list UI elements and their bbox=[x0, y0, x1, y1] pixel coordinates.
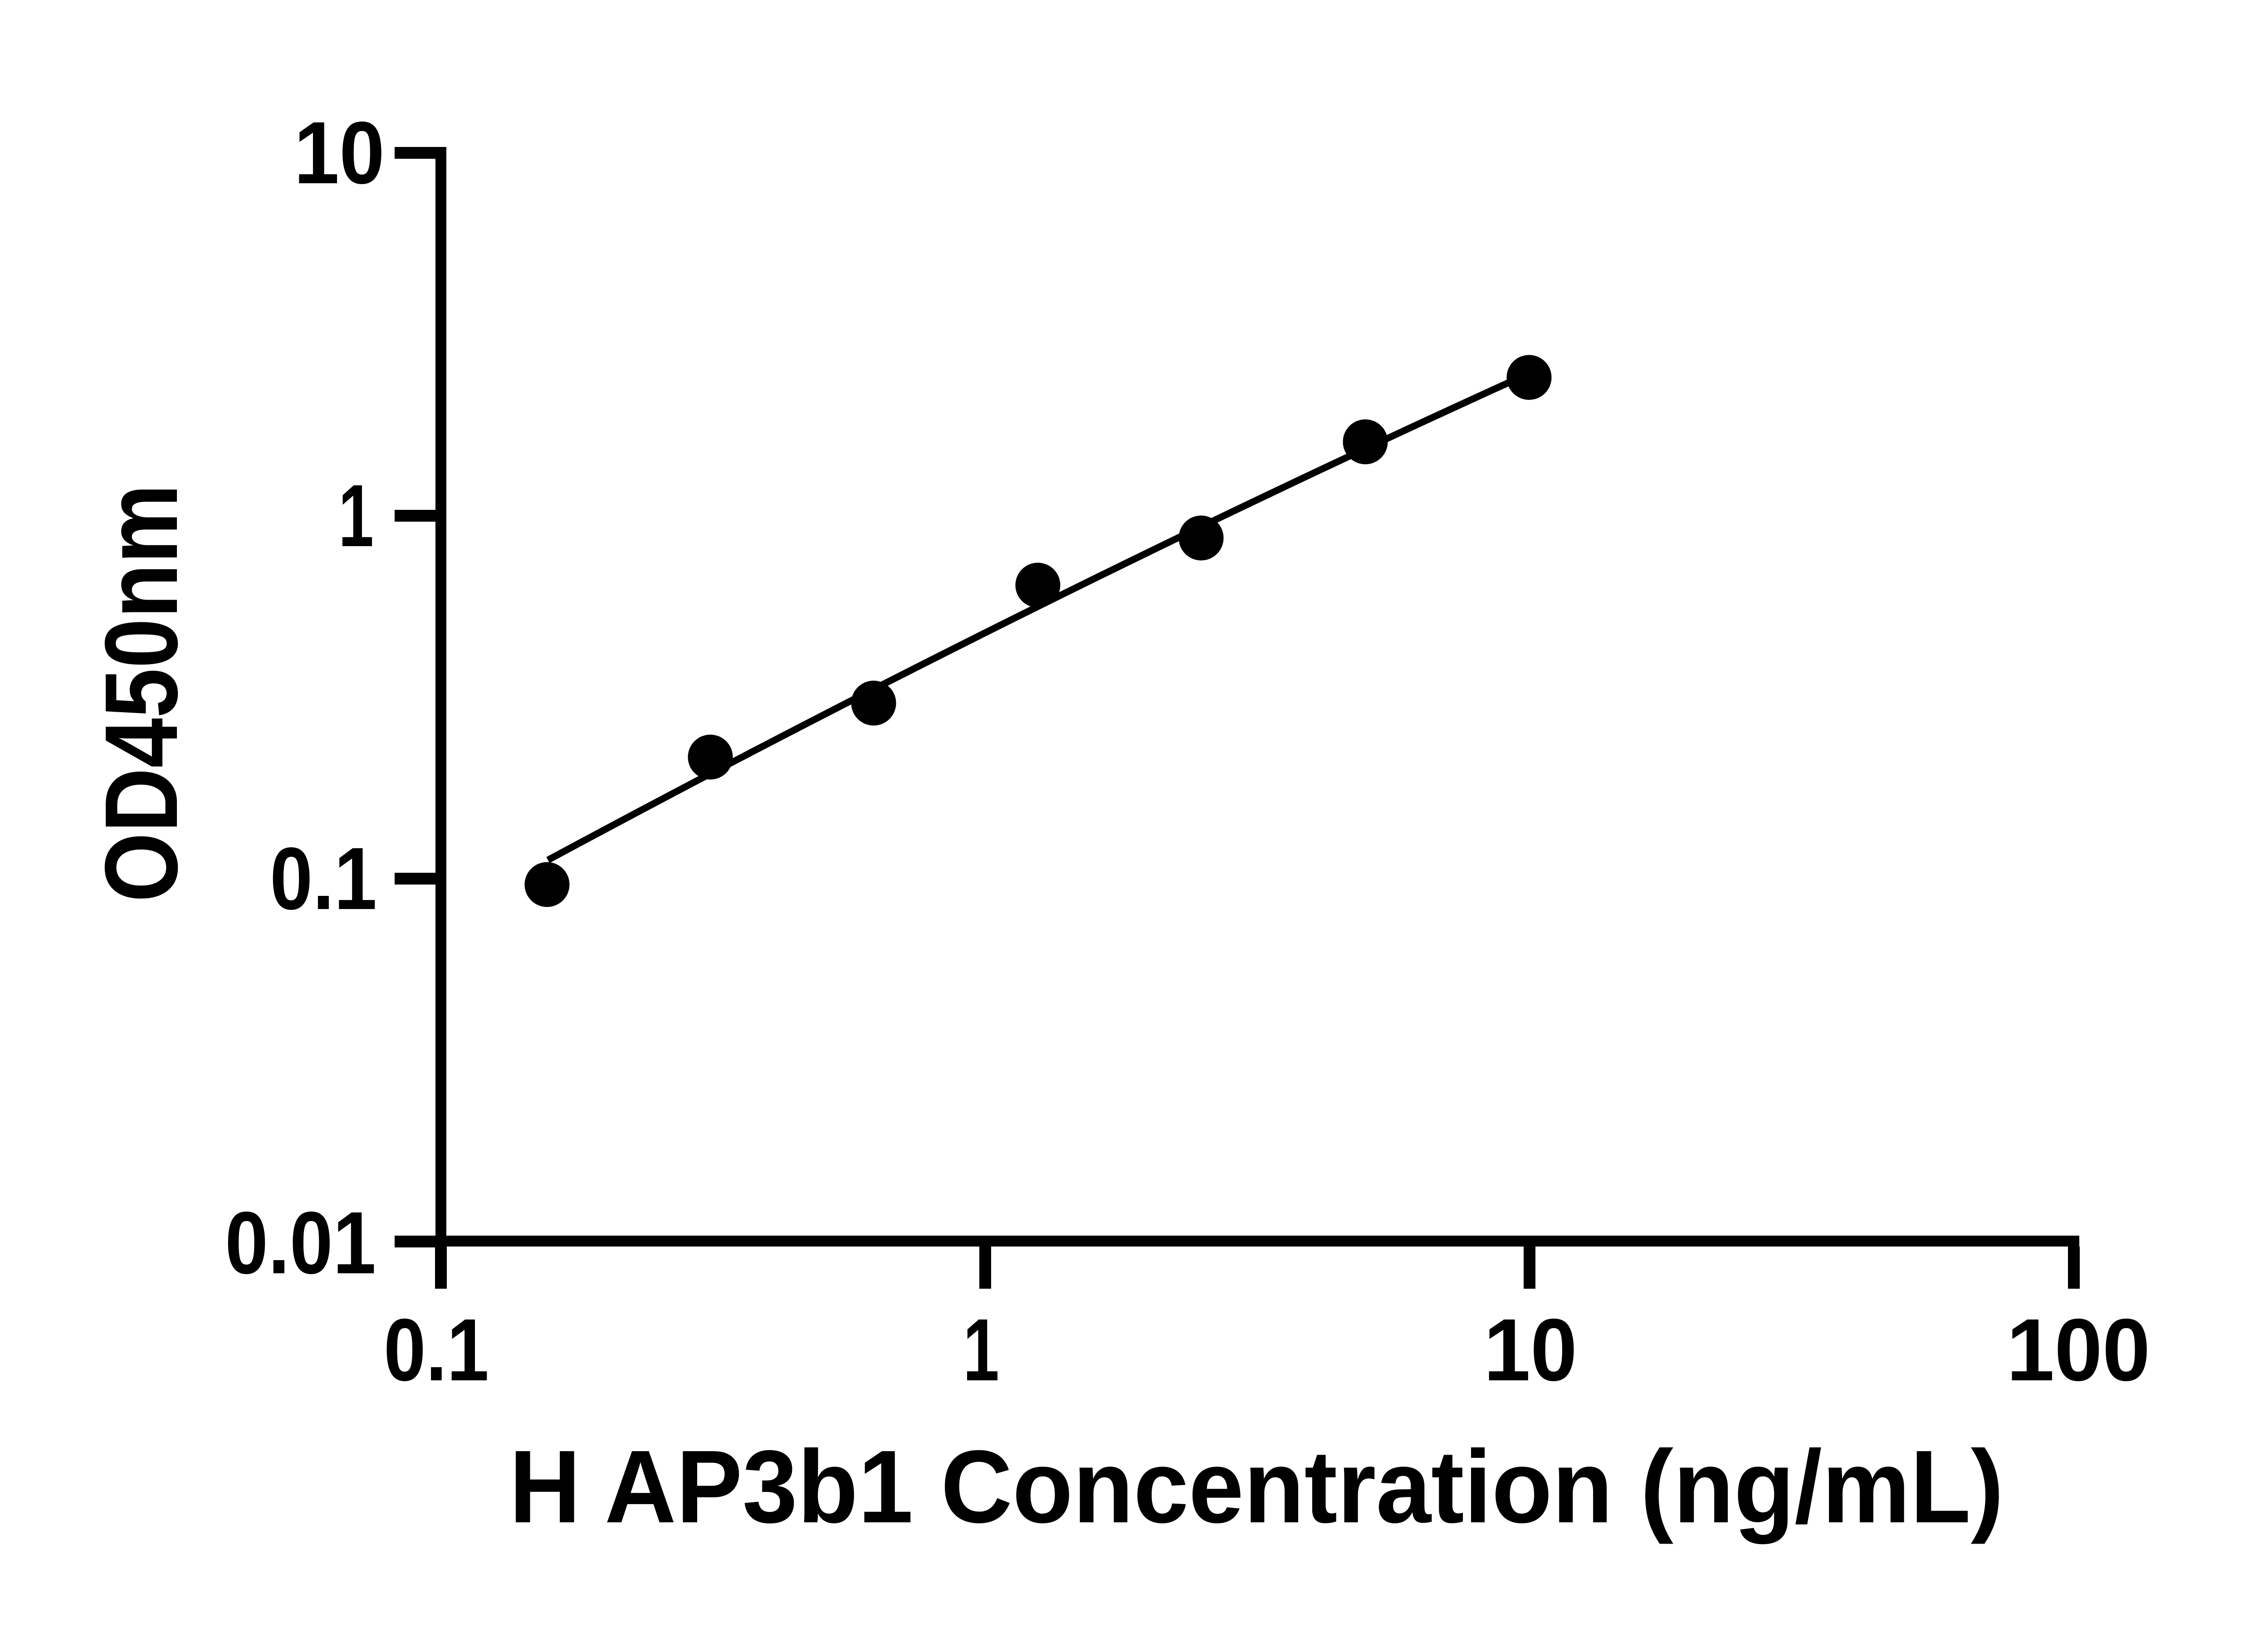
svg-text:1: 1 bbox=[338, 466, 374, 565]
svg-text:0.01: 0.01 bbox=[225, 1193, 376, 1292]
svg-text:10: 10 bbox=[294, 103, 385, 202]
svg-text:10: 10 bbox=[1484, 1301, 1577, 1399]
svg-text:OD450nm: OD450nm bbox=[84, 484, 199, 902]
svg-text:0.1: 0.1 bbox=[270, 829, 377, 928]
svg-text:1: 1 bbox=[963, 1301, 999, 1399]
svg-text:100: 100 bbox=[2007, 1301, 2151, 1399]
svg-text:0.1: 0.1 bbox=[384, 1301, 489, 1399]
svg-text:H AP3b1 Concentration (ng/mL): H AP3b1 Concentration (ng/mL) bbox=[509, 1429, 2004, 1545]
